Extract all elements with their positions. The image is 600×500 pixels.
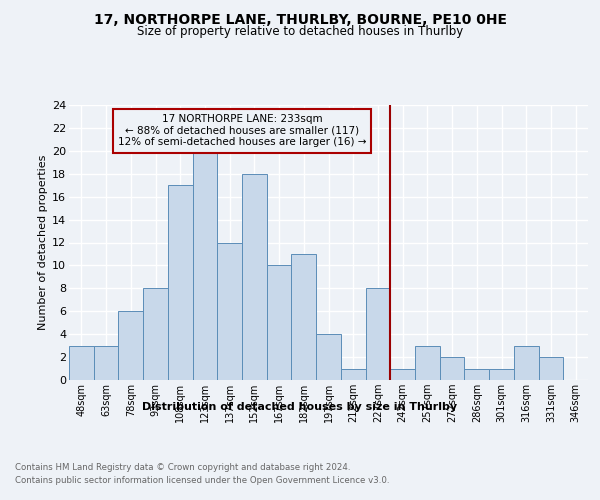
- Bar: [440, 357, 464, 380]
- Bar: [69, 346, 94, 380]
- Bar: [341, 368, 365, 380]
- Bar: [242, 174, 267, 380]
- Text: Contains HM Land Registry data © Crown copyright and database right 2024.: Contains HM Land Registry data © Crown c…: [15, 462, 350, 471]
- Bar: [539, 357, 563, 380]
- Bar: [292, 254, 316, 380]
- Text: Size of property relative to detached houses in Thurlby: Size of property relative to detached ho…: [137, 25, 463, 38]
- Bar: [514, 346, 539, 380]
- Text: 17, NORTHORPE LANE, THURLBY, BOURNE, PE10 0HE: 17, NORTHORPE LANE, THURLBY, BOURNE, PE1…: [94, 12, 506, 26]
- Bar: [118, 311, 143, 380]
- Bar: [365, 288, 390, 380]
- Bar: [489, 368, 514, 380]
- Bar: [168, 185, 193, 380]
- Bar: [464, 368, 489, 380]
- Text: Distribution of detached houses by size in Thurlby: Distribution of detached houses by size …: [142, 402, 458, 412]
- Text: 17 NORTHORPE LANE: 233sqm
← 88% of detached houses are smaller (117)
12% of semi: 17 NORTHORPE LANE: 233sqm ← 88% of detac…: [118, 114, 366, 148]
- Y-axis label: Number of detached properties: Number of detached properties: [38, 155, 48, 330]
- Bar: [193, 151, 217, 380]
- Bar: [415, 346, 440, 380]
- Bar: [390, 368, 415, 380]
- Bar: [94, 346, 118, 380]
- Bar: [217, 242, 242, 380]
- Bar: [316, 334, 341, 380]
- Bar: [143, 288, 168, 380]
- Bar: [267, 266, 292, 380]
- Text: Contains public sector information licensed under the Open Government Licence v3: Contains public sector information licen…: [15, 476, 389, 485]
